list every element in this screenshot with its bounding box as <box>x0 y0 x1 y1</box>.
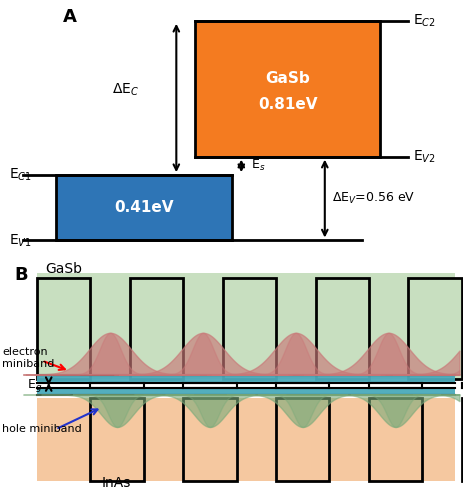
Text: B: B <box>14 266 27 284</box>
Bar <box>407 278 461 380</box>
Bar <box>315 278 368 380</box>
Bar <box>222 278 275 380</box>
Text: GaSb: GaSb <box>265 71 309 86</box>
Bar <box>37 398 454 481</box>
Text: E$_{V1}$: E$_{V1}$ <box>9 232 32 248</box>
Text: $\Delta$E$_V$=0.56 eV: $\Delta$E$_V$=0.56 eV <box>331 191 414 206</box>
Text: $\Delta$E$_C$: $\Delta$E$_C$ <box>112 82 138 98</box>
Text: E$_g$: E$_g$ <box>26 377 42 394</box>
Bar <box>37 273 454 380</box>
Bar <box>37 388 454 394</box>
Bar <box>130 278 183 380</box>
Text: electron
miniband: electron miniband <box>2 348 55 369</box>
Bar <box>56 175 232 241</box>
Text: A: A <box>63 8 76 26</box>
Bar <box>90 398 144 481</box>
Text: E$_s$: E$_s$ <box>250 158 264 174</box>
Bar <box>368 398 421 481</box>
Text: 0.41eV: 0.41eV <box>114 200 173 215</box>
Text: E$_{C2}$: E$_{C2}$ <box>412 13 435 29</box>
Text: hole miniband: hole miniband <box>2 424 82 434</box>
Text: E$_{V2}$: E$_{V2}$ <box>412 148 435 165</box>
Text: InAs: InAs <box>101 476 131 490</box>
Bar <box>37 375 454 383</box>
Bar <box>461 398 463 481</box>
Bar <box>275 398 329 481</box>
Text: GaSb: GaSb <box>45 262 82 277</box>
Text: 0.81eV: 0.81eV <box>257 97 317 112</box>
Bar <box>183 398 236 481</box>
Bar <box>37 278 90 380</box>
Text: E$_{C1}$: E$_{C1}$ <box>9 167 32 183</box>
Bar <box>194 21 380 157</box>
